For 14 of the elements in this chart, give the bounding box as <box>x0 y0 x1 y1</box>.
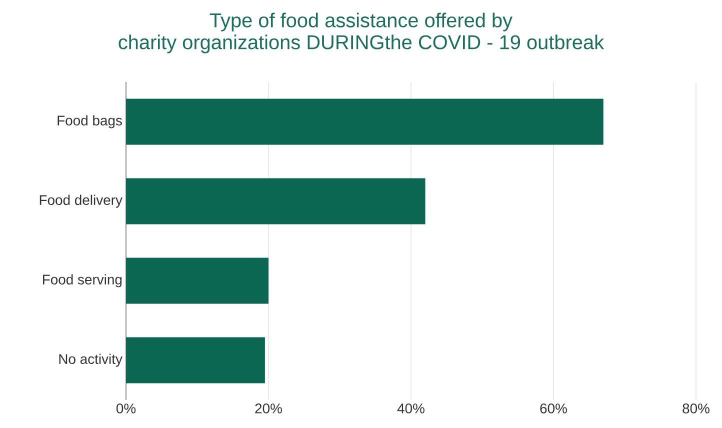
y-tick-label: Food serving <box>42 274 122 288</box>
chart-title: Type of food assistance offered by charity organizations DURINGthe COVID - 19 outbreak <box>118 12 604 54</box>
x-tick-label: 80% <box>682 404 710 414</box>
x-tick-label: 0% <box>116 404 136 414</box>
bar <box>126 337 265 384</box>
bar <box>126 178 426 224</box>
x-tick-label: 40% <box>397 404 424 414</box>
bar <box>126 258 269 304</box>
bar <box>126 98 604 145</box>
x-tick-label: 60% <box>540 404 567 414</box>
y-tick-label: No activity <box>59 354 122 367</box>
x-tick-label: 20% <box>255 404 282 414</box>
y-tick-label: Food delivery <box>40 194 122 208</box>
y-tick-label: Food bags <box>58 115 122 128</box>
